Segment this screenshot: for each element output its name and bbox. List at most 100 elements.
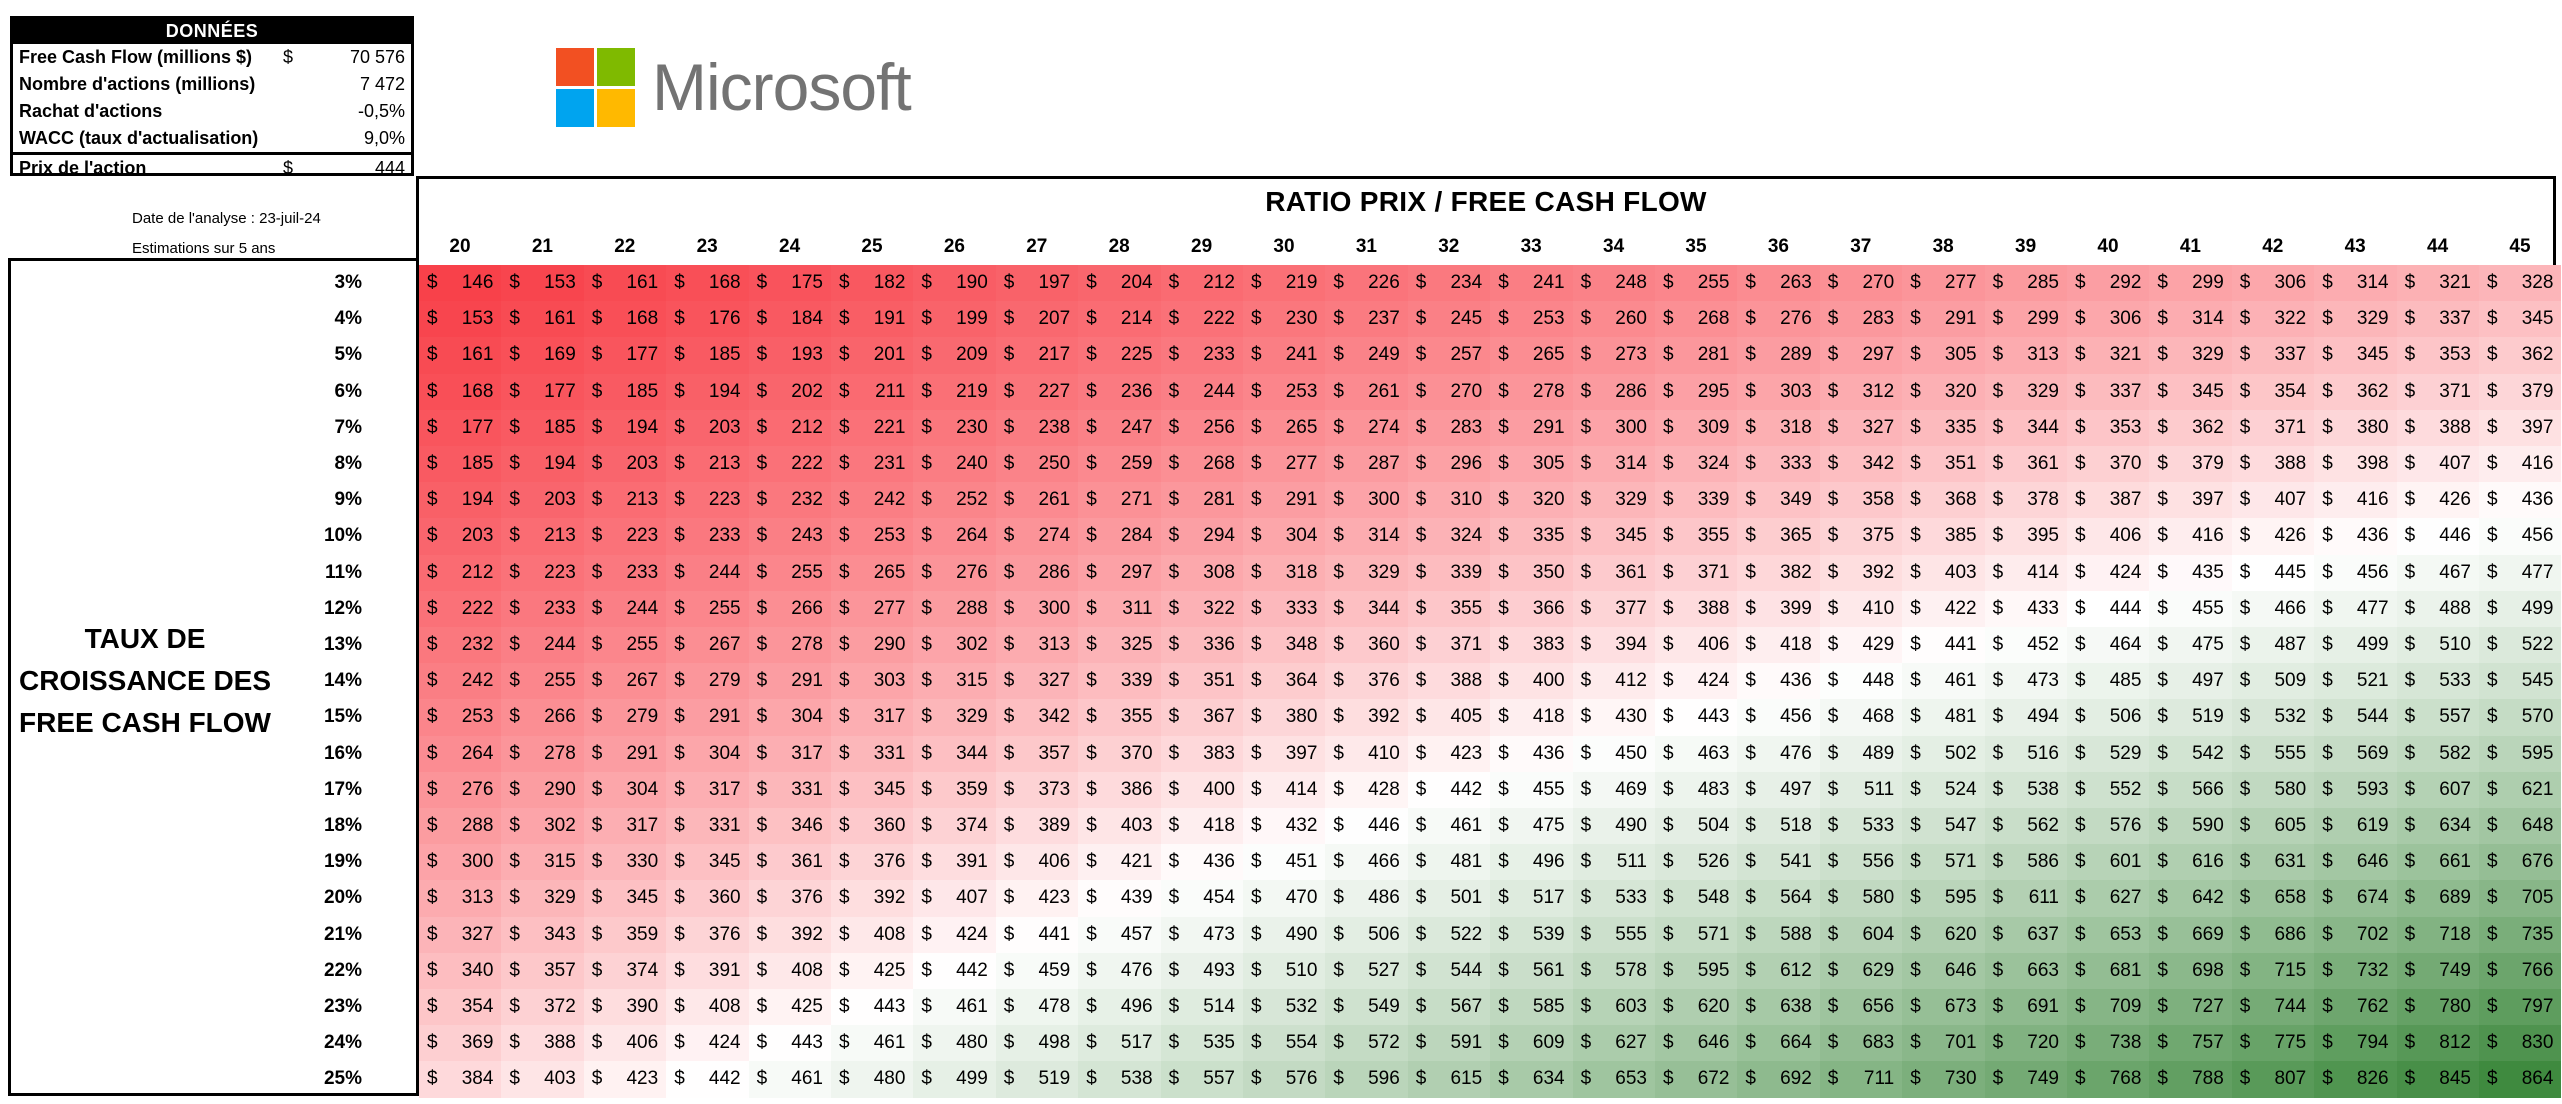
table-cell[interactable]: $499 — [2314, 627, 2397, 664]
table-cell[interactable]: $342 — [995, 699, 1079, 736]
table-cell[interactable]: $478 — [995, 989, 1079, 1026]
table-cell[interactable]: $757 — [2149, 1025, 2232, 1062]
table-cell[interactable]: $658 — [2231, 880, 2315, 917]
table-cell[interactable]: $532 — [1243, 989, 1326, 1026]
table-cell[interactable]: $432 — [1243, 808, 1326, 845]
table-cell[interactable]: $357 — [995, 735, 1079, 772]
table-cell[interactable]: $569 — [2314, 735, 2397, 772]
table-cell[interactable]: $161 — [419, 337, 502, 374]
table-cell[interactable]: $294 — [1160, 518, 1243, 555]
table-cell[interactable]: $380 — [2314, 409, 2397, 446]
table-cell[interactable]: $481 — [1902, 699, 1985, 736]
table-cell[interactable]: $308 — [1160, 554, 1243, 591]
table-cell[interactable]: $342 — [1819, 446, 1903, 483]
table-cell[interactable]: $676 — [2479, 844, 2562, 881]
table-cell[interactable]: $450 — [1572, 735, 1655, 772]
table-cell[interactable]: $620 — [1902, 916, 1985, 953]
table-cell[interactable]: $304 — [666, 735, 749, 772]
table-cell[interactable]: $350 — [1490, 554, 1573, 591]
table-cell[interactable]: $406 — [1655, 627, 1738, 664]
table-cell[interactable]: $547 — [1902, 808, 1985, 845]
table-cell[interactable]: $454 — [1160, 880, 1243, 917]
table-cell[interactable]: $300 — [419, 844, 502, 881]
table-cell[interactable]: $403 — [1078, 808, 1161, 845]
table-cell[interactable]: $331 — [831, 735, 914, 772]
table-cell[interactable]: $380 — [1243, 699, 1326, 736]
table-cell[interactable]: $213 — [583, 482, 667, 519]
table-cell[interactable]: $596 — [1325, 1061, 1408, 1098]
table-cell[interactable]: $576 — [1243, 1061, 1326, 1098]
table-cell[interactable]: $329 — [2149, 337, 2232, 374]
table-cell[interactable]: $661 — [2396, 844, 2479, 881]
table-cell[interactable]: $333 — [1737, 446, 1820, 483]
table-cell[interactable]: $248 — [1572, 265, 1655, 302]
table-cell[interactable]: $213 — [501, 518, 584, 555]
table-cell[interactable]: $373 — [995, 771, 1079, 808]
table-cell[interactable]: $353 — [2067, 409, 2150, 446]
table-cell[interactable]: $459 — [995, 952, 1079, 989]
table-cell[interactable]: $664 — [1737, 1025, 1820, 1062]
table-cell[interactable]: $267 — [666, 627, 749, 664]
table-cell[interactable]: $480 — [831, 1061, 914, 1098]
table-cell[interactable]: $864 — [2479, 1061, 2562, 1098]
table-cell[interactable]: $629 — [1819, 952, 1903, 989]
table-cell[interactable]: $466 — [1325, 844, 1408, 881]
table-cell[interactable]: $357 — [501, 952, 584, 989]
table-cell[interactable]: $388 — [501, 1025, 584, 1062]
table-cell[interactable]: $233 — [583, 554, 667, 591]
table-cell[interactable]: $273 — [1572, 337, 1655, 374]
table-cell[interactable]: $345 — [2479, 301, 2562, 338]
table-cell[interactable]: $268 — [1655, 301, 1738, 338]
table-cell[interactable]: $436 — [1490, 735, 1573, 772]
table-cell[interactable]: $485 — [2067, 663, 2150, 700]
table-cell[interactable]: $276 — [913, 554, 996, 591]
table-cell[interactable]: $570 — [2479, 699, 2562, 736]
table-cell[interactable]: $529 — [2067, 735, 2150, 772]
table-cell[interactable]: $285 — [1984, 265, 2067, 302]
table-cell[interactable]: $576 — [2067, 808, 2150, 845]
table-cell[interactable]: $249 — [1325, 337, 1408, 374]
price-value[interactable]: 444 — [374, 158, 405, 178]
table-cell[interactable]: $392 — [1819, 554, 1903, 591]
table-cell[interactable]: $383 — [1160, 735, 1243, 772]
table-cell[interactable]: $236 — [1078, 373, 1161, 410]
table-cell[interactable]: $315 — [913, 663, 996, 700]
table-cell[interactable]: $452 — [1984, 627, 2067, 664]
table-cell[interactable]: $379 — [2149, 446, 2232, 483]
table-cell[interactable]: $542 — [2149, 735, 2232, 772]
table-cell[interactable]: $345 — [2149, 373, 2232, 410]
table-cell[interactable]: $403 — [501, 1061, 584, 1098]
table-cell[interactable]: $578 — [1572, 952, 1655, 989]
table-cell[interactable]: $442 — [666, 1061, 749, 1098]
table-cell[interactable]: $279 — [583, 699, 667, 736]
table-cell[interactable]: $672 — [1655, 1061, 1738, 1098]
table-cell[interactable]: $486 — [1325, 880, 1408, 917]
table-cell[interactable]: $225 — [1078, 337, 1161, 374]
table-cell[interactable]: $429 — [1819, 627, 1903, 664]
table-cell[interactable]: $591 — [1407, 1025, 1491, 1062]
table-cell[interactable]: $212 — [748, 409, 831, 446]
table-cell[interactable]: $533 — [1819, 808, 1903, 845]
table-cell[interactable]: $270 — [1819, 265, 1903, 302]
table-cell[interactable]: $222 — [748, 446, 831, 483]
table-cell[interactable]: $255 — [748, 554, 831, 591]
table-cell[interactable]: $306 — [2067, 301, 2150, 338]
table-cell[interactable]: $377 — [1572, 590, 1655, 627]
table-cell[interactable]: $473 — [1160, 916, 1243, 953]
table-cell[interactable]: $461 — [831, 1025, 914, 1062]
table-cell[interactable]: $423 — [1407, 735, 1491, 772]
table-cell[interactable]: $389 — [995, 808, 1079, 845]
table-cell[interactable]: $607 — [2396, 771, 2479, 808]
table-cell[interactable]: $517 — [1490, 880, 1573, 917]
table-cell[interactable]: $221 — [831, 409, 914, 446]
table-cell[interactable]: $544 — [2314, 699, 2397, 736]
table-cell[interactable]: $337 — [2231, 337, 2315, 374]
table-cell[interactable]: $400 — [1490, 663, 1573, 700]
table-cell[interactable]: $278 — [501, 735, 584, 772]
table-cell[interactable]: $611 — [1984, 880, 2067, 917]
table-cell[interactable]: $314 — [2314, 265, 2397, 302]
table-cell[interactable]: $397 — [2149, 482, 2232, 519]
table-cell[interactable]: $331 — [748, 771, 831, 808]
table-cell[interactable]: $354 — [419, 989, 502, 1026]
table-cell[interactable]: $388 — [1407, 663, 1491, 700]
